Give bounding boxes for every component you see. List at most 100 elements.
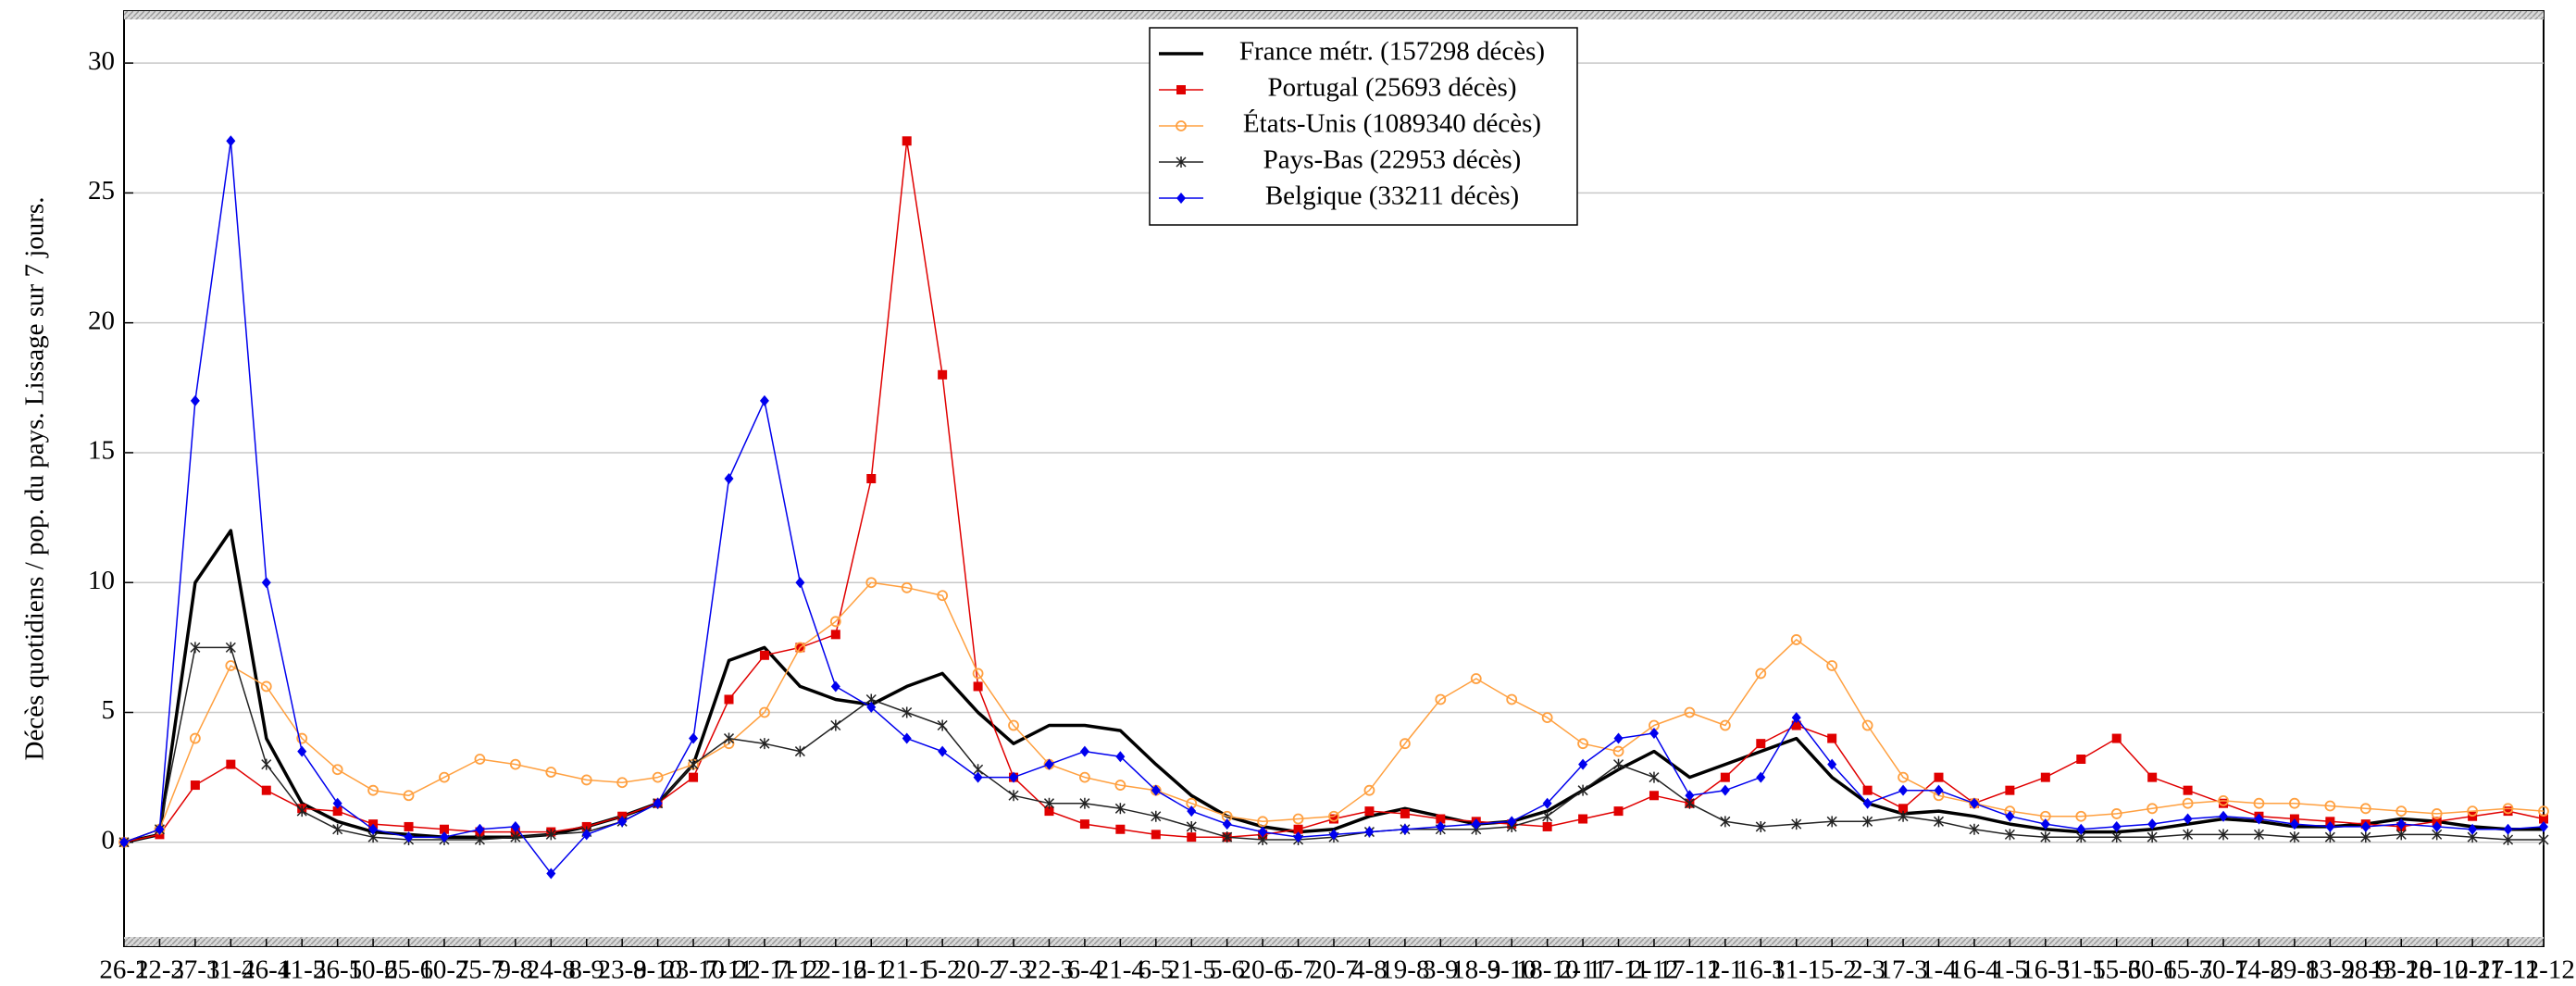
marker bbox=[1151, 830, 1161, 840]
marker bbox=[1649, 771, 1660, 783]
marker bbox=[404, 831, 414, 843]
marker bbox=[1258, 826, 1268, 838]
marker bbox=[1862, 797, 1873, 809]
marker bbox=[261, 758, 272, 770]
x-tick-label: 10-6 bbox=[349, 955, 398, 985]
x-tick-label: 23-9 bbox=[598, 955, 647, 985]
x-tick-label: 3-9 bbox=[1423, 955, 1459, 985]
marker bbox=[866, 474, 877, 483]
marker bbox=[474, 833, 485, 845]
marker bbox=[1578, 814, 1588, 824]
marker bbox=[1541, 712, 1553, 724]
marker bbox=[1649, 727, 1659, 739]
marker bbox=[1328, 810, 1339, 822]
y-tick-label: 10 bbox=[88, 566, 115, 595]
marker bbox=[2075, 810, 2087, 822]
marker bbox=[1079, 745, 1089, 757]
marker bbox=[759, 738, 770, 750]
x-tick-label: 1-4 bbox=[1921, 955, 1957, 985]
marker bbox=[1612, 745, 1624, 757]
marker bbox=[1435, 693, 1447, 705]
legend: France métr. (157298 décès) Portugal (256… bbox=[1149, 27, 1578, 226]
marker bbox=[1612, 758, 1624, 770]
marker bbox=[1176, 156, 1187, 168]
marker bbox=[1079, 819, 1089, 830]
marker bbox=[616, 777, 628, 789]
marker bbox=[794, 642, 806, 654]
marker bbox=[2076, 823, 2086, 835]
x-tick-label: 12-11 bbox=[2442, 955, 2504, 985]
marker bbox=[1790, 634, 1802, 645]
marker bbox=[2503, 823, 2513, 835]
marker bbox=[1755, 668, 1767, 680]
marker bbox=[1222, 818, 1232, 830]
x-tick-label: 1-5 bbox=[1992, 955, 2028, 985]
marker bbox=[1009, 771, 1019, 783]
marker bbox=[1933, 816, 1945, 828]
marker bbox=[2539, 820, 2548, 832]
marker bbox=[1436, 820, 1446, 832]
marker bbox=[2253, 829, 2265, 841]
marker bbox=[937, 719, 948, 731]
marker bbox=[261, 785, 271, 795]
x-tick-label: 25-7 bbox=[455, 955, 504, 985]
marker bbox=[1934, 784, 1944, 796]
marker bbox=[2503, 806, 2513, 817]
marker bbox=[865, 577, 877, 589]
x-tick-label: 15-2 bbox=[1808, 955, 1857, 985]
marker bbox=[1720, 784, 1730, 796]
x-tick-label: 17-11 bbox=[1587, 955, 1649, 985]
marker bbox=[190, 780, 200, 791]
x-tick-label: 24-8 bbox=[527, 955, 576, 985]
marker bbox=[1329, 814, 1338, 824]
marker bbox=[1827, 758, 1837, 770]
x-tick-label: 16-5 bbox=[2021, 955, 2070, 985]
marker bbox=[759, 650, 769, 660]
marker bbox=[866, 701, 877, 713]
marker bbox=[1826, 816, 1837, 828]
marker bbox=[332, 806, 342, 817]
marker bbox=[1613, 806, 1624, 817]
x-tick-label: 20-2 bbox=[953, 955, 1002, 985]
marker bbox=[1187, 805, 1197, 818]
marker bbox=[1684, 706, 1696, 718]
marker bbox=[1044, 806, 1054, 817]
marker bbox=[1293, 831, 1303, 843]
marker bbox=[1577, 738, 1588, 750]
marker bbox=[902, 732, 912, 744]
marker bbox=[545, 767, 557, 778]
marker bbox=[1720, 772, 1730, 782]
y-tick-label: 25 bbox=[88, 176, 115, 206]
marker bbox=[1471, 818, 1481, 830]
top-band bbox=[124, 11, 2544, 19]
marker bbox=[830, 719, 841, 731]
x-tick-label: 16-1 bbox=[1736, 955, 1786, 985]
marker bbox=[2147, 803, 2159, 815]
marker bbox=[1114, 780, 1126, 791]
marker bbox=[546, 867, 556, 880]
marker bbox=[1934, 772, 1944, 782]
marker bbox=[2324, 831, 2335, 843]
marker bbox=[2325, 820, 2335, 832]
marker bbox=[1176, 85, 1186, 94]
x-tick-label: 20-7 bbox=[1309, 955, 1358, 985]
marker bbox=[652, 771, 664, 783]
marker bbox=[2183, 829, 2194, 841]
marker bbox=[794, 745, 805, 757]
legend-label: Pays-Bas (22953 décès) bbox=[1263, 145, 1522, 175]
marker bbox=[510, 820, 520, 832]
marker bbox=[403, 790, 415, 802]
marker bbox=[2396, 829, 2407, 841]
marker bbox=[1363, 784, 1375, 796]
x-tick-label: 18-10 bbox=[1516, 955, 1579, 985]
marker bbox=[2219, 798, 2229, 808]
marker bbox=[1400, 808, 1410, 818]
marker bbox=[2360, 831, 2371, 843]
x-tick-label: 30-6 bbox=[2128, 955, 2177, 985]
marker bbox=[1577, 784, 1588, 796]
marker bbox=[1542, 821, 1552, 831]
y-axis-label: Décès quotidiens / pop. du pays. Lissage… bbox=[20, 197, 50, 761]
marker bbox=[724, 473, 734, 484]
marker bbox=[972, 668, 984, 680]
x-tick-label: 15-7 bbox=[2163, 955, 2212, 985]
